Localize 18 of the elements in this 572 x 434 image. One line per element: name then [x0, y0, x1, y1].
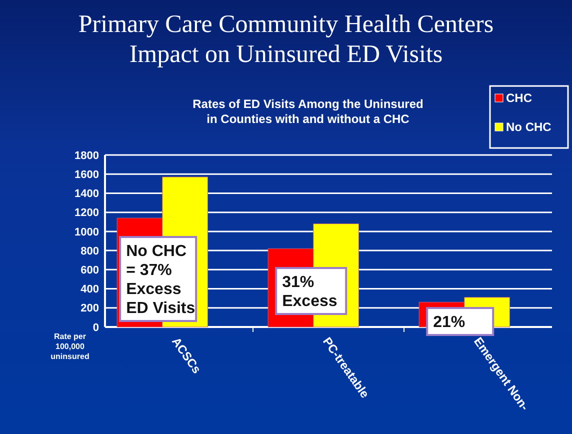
y-tick-label: 1800: [74, 150, 99, 162]
y-axis-title: Rate per 100,000 uninsured: [50, 332, 90, 361]
y-tick-label: 1600: [74, 168, 99, 181]
y-tick-label: 400: [80, 284, 99, 296]
legend-label: CHC: [506, 91, 532, 105]
annotation: 21%: [433, 314, 466, 331]
y-tick-label: 0: [92, 322, 99, 334]
chart-title: Primary Care Community Health Centers Impact on Uninsured ED Visits: [78, 11, 494, 68]
y-tick-label: 600: [80, 264, 99, 277]
y-tick-label: 1400: [74, 188, 99, 200]
y-tick-label: 800: [80, 245, 99, 258]
y-tick-label: 1000: [74, 226, 99, 238]
annotation: No CHC = 37% Excess ED Visits: [126, 243, 196, 317]
y-tick-label: 1200: [74, 207, 99, 220]
annotation: 31% Excess: [282, 274, 338, 310]
chart-subtitle: Rates of ED Visits Among the Uninsured in Counties with and without a CHC: [192, 97, 424, 126]
legend-label: No CHC: [506, 120, 552, 134]
y-tick-label: 200: [80, 302, 99, 315]
